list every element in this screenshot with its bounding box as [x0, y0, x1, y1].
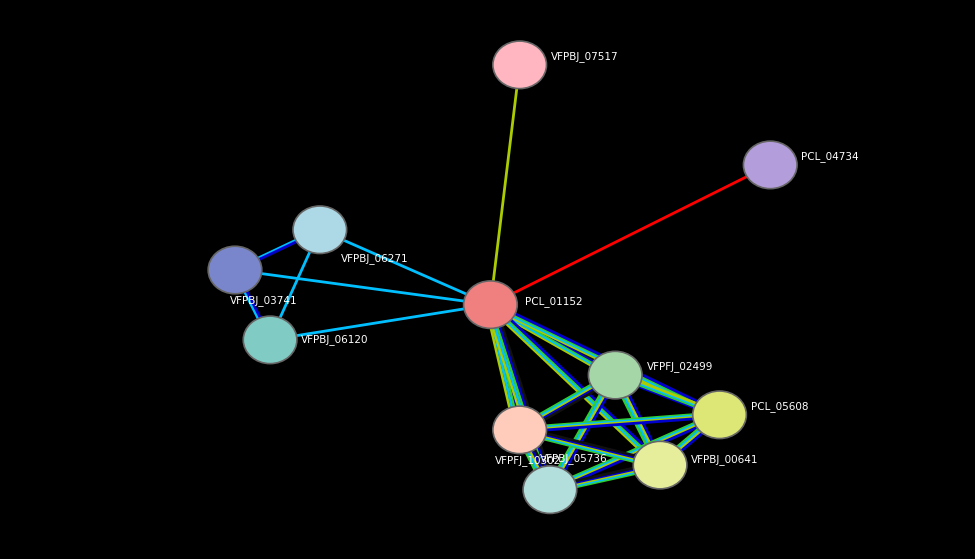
Text: VFPFJ_02499: VFPFJ_02499 — [646, 361, 713, 372]
Text: VFPFJ_10302: VFPFJ_10302 — [495, 455, 562, 466]
Ellipse shape — [464, 281, 517, 328]
Ellipse shape — [493, 406, 547, 453]
Text: VFPBJ_07517: VFPBJ_07517 — [551, 51, 618, 62]
Ellipse shape — [244, 316, 297, 363]
Text: PCL_05608: PCL_05608 — [751, 401, 808, 412]
Ellipse shape — [692, 391, 747, 438]
Ellipse shape — [634, 442, 686, 489]
Ellipse shape — [493, 41, 547, 88]
Text: VFPBJ_06120: VFPBJ_06120 — [301, 334, 369, 345]
Ellipse shape — [292, 206, 347, 254]
Ellipse shape — [589, 352, 642, 399]
Ellipse shape — [523, 466, 577, 513]
Text: VFPBJ_00641: VFPBJ_00641 — [691, 454, 759, 465]
Text: PCL_01152: PCL_01152 — [525, 296, 582, 307]
Text: PCL_04734: PCL_04734 — [801, 151, 859, 162]
Text: VFPBJ_03741: VFPBJ_03741 — [230, 295, 297, 306]
Ellipse shape — [209, 246, 261, 294]
Ellipse shape — [743, 141, 798, 189]
Text: VFPBJ_06271: VFPBJ_06271 — [341, 253, 409, 264]
Text: VFPBJ_05736: VFPBJ_05736 — [540, 453, 607, 465]
